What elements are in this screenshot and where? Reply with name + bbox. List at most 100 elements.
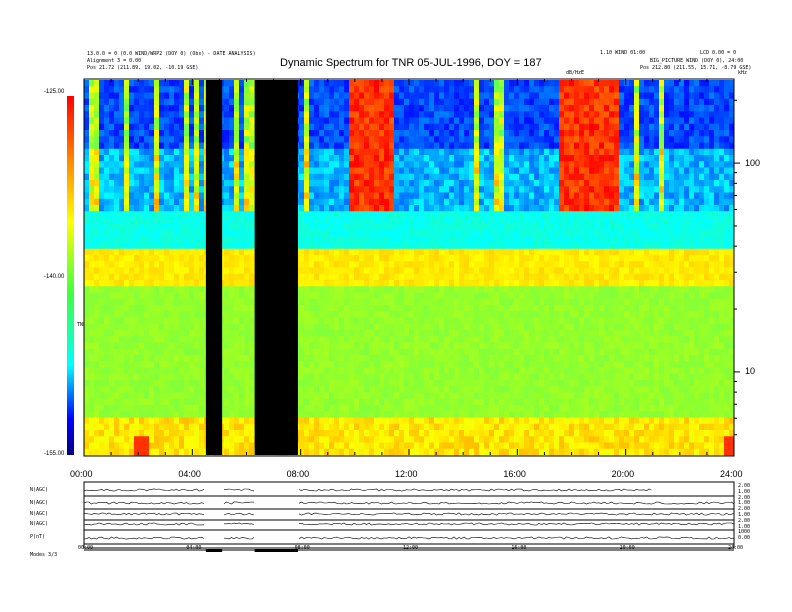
heatmap-cell <box>339 286 345 293</box>
heatmap-cell <box>94 398 100 406</box>
heatmap-cell <box>89 211 95 218</box>
heatmap-cell <box>119 148 125 156</box>
heatmap-cell <box>379 273 385 281</box>
heatmap-cell <box>484 386 490 393</box>
heatmap-cell <box>129 255 135 262</box>
heatmap-cell <box>399 186 405 193</box>
heatmap-cell <box>439 317 445 325</box>
heatmap-cell <box>164 361 170 368</box>
heatmap-cell <box>339 173 345 181</box>
heatmap-cell <box>229 448 235 456</box>
heatmap-cell <box>184 167 190 175</box>
heatmap-cell <box>199 355 205 362</box>
heatmap-cell <box>349 105 355 112</box>
heatmap-cell <box>364 167 370 175</box>
heatmap-cell <box>454 280 460 287</box>
heatmap-cell <box>134 380 140 387</box>
heatmap-cell <box>229 130 235 137</box>
heatmap-cell <box>309 330 315 337</box>
heatmap-cell <box>459 298 465 306</box>
heatmap-cell <box>349 442 355 450</box>
heatmap-cell <box>184 305 190 312</box>
heatmap-cell <box>349 236 355 243</box>
heatmap-cell <box>489 442 495 450</box>
heatmap-cell <box>469 423 475 431</box>
heatmap-cell <box>174 117 180 125</box>
heatmap-cell <box>139 392 145 400</box>
heatmap-cell <box>234 355 240 362</box>
heatmap-cell <box>229 348 235 356</box>
heatmap-cell <box>409 367 415 375</box>
heatmap-cell <box>99 355 105 362</box>
heatmap-cell <box>134 323 140 331</box>
heatmap-cell <box>434 367 440 375</box>
heatmap-cell <box>339 130 345 137</box>
heatmap-cell <box>469 417 475 425</box>
heatmap-cell <box>299 142 305 150</box>
heatmap-cell <box>424 198 430 206</box>
heatmap-cell <box>369 261 375 268</box>
heatmap-cell <box>114 98 120 106</box>
heatmap-cell <box>329 348 335 356</box>
heatmap-cell <box>89 311 95 318</box>
heatmap-cell <box>349 111 355 118</box>
heatmap-cell <box>179 367 185 375</box>
heatmap-cell <box>329 205 335 212</box>
heatmap-cell <box>144 211 150 218</box>
heatmap-cell <box>489 98 495 106</box>
heatmap-cell <box>89 348 95 356</box>
heatmap-cell <box>119 448 125 456</box>
heatmap-cell <box>399 405 405 412</box>
heatmap-cell <box>319 255 325 262</box>
heatmap-cell <box>189 186 195 193</box>
heatmap-cell <box>479 380 485 387</box>
heatmap-cell <box>334 286 340 293</box>
heatmap-cell <box>384 442 390 450</box>
heatmap-cell <box>194 392 200 400</box>
heatmap-cell <box>429 267 435 275</box>
heatmap-cell <box>344 192 350 200</box>
heatmap-cell <box>164 242 170 250</box>
heatmap-cell <box>454 255 460 262</box>
heatmap-cell <box>129 236 135 243</box>
heatmap-cell <box>154 205 160 212</box>
heatmap-cell <box>249 411 255 418</box>
heatmap-cell <box>89 86 95 93</box>
heatmap-cell <box>414 223 420 231</box>
heatmap-cell <box>239 317 245 325</box>
heatmap-cell <box>119 161 125 168</box>
heatmap-cell <box>144 105 150 112</box>
heatmap-cell <box>359 430 365 437</box>
heatmap-cell <box>369 361 375 368</box>
heatmap-cell <box>399 448 405 456</box>
heatmap-cell <box>389 298 395 306</box>
heatmap-cell <box>484 355 490 362</box>
heatmap-cell <box>374 336 380 343</box>
heatmap-cell <box>314 380 320 387</box>
heatmap-cell <box>199 180 205 187</box>
heatmap-cell <box>174 411 180 418</box>
heatmap-cell <box>134 167 140 175</box>
heatmap-cell <box>124 267 130 275</box>
heatmap-cell <box>109 342 115 350</box>
heatmap-cell <box>354 367 360 375</box>
heatmap-cell <box>124 342 130 350</box>
heatmap-cell <box>134 255 140 262</box>
heatmap-cell <box>394 286 400 293</box>
heatmap-cell <box>494 348 500 356</box>
heatmap-cell <box>319 380 325 387</box>
heatmap-cell <box>184 223 190 231</box>
heatmap-cell <box>94 186 100 193</box>
heatmap-cell <box>349 436 355 443</box>
heatmap-cell <box>144 373 150 381</box>
heatmap-cell <box>144 248 150 256</box>
heatmap-cell <box>424 173 430 181</box>
heatmap-cell <box>339 436 345 443</box>
heatmap-cell <box>249 298 255 306</box>
heatmap-cell <box>84 261 90 268</box>
heatmap-cell <box>309 180 315 187</box>
heatmap-cell <box>444 173 450 181</box>
heatmap-cell <box>179 255 185 262</box>
heatmap-cell <box>84 230 90 237</box>
heatmap-cell <box>179 336 185 343</box>
